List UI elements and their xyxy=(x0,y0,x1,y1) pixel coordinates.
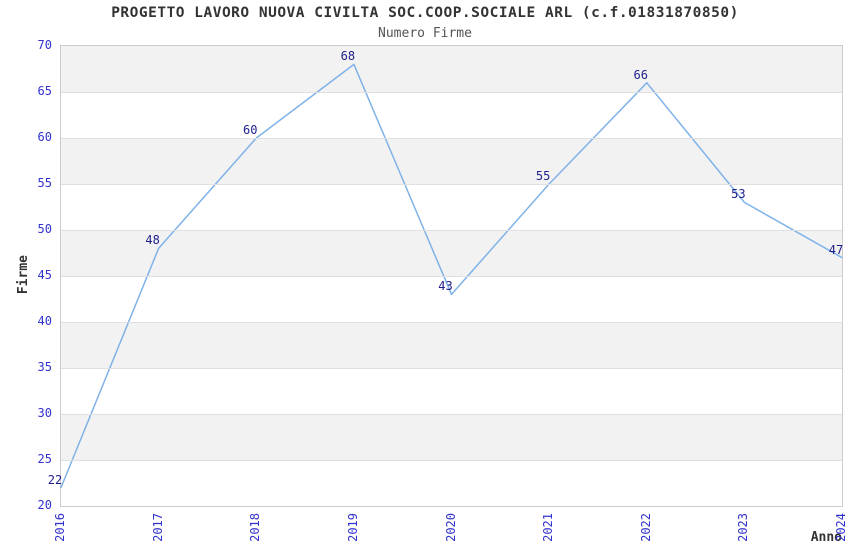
x-axis-title: Anno xyxy=(810,530,842,545)
point-label: 68 xyxy=(340,49,356,64)
y-tick-label: 70 xyxy=(37,38,52,52)
point-label: 48 xyxy=(145,233,160,248)
y-tick-label: 40 xyxy=(37,314,52,328)
x-tick-label: 2022 xyxy=(638,513,653,542)
y-tick-label: 65 xyxy=(37,84,52,98)
x-tick-label: 2021 xyxy=(541,513,556,542)
point-label: 66 xyxy=(633,67,648,82)
gridline xyxy=(61,414,842,415)
chart-subtitle: Numero Firme xyxy=(378,26,472,41)
y-tick-label: 55 xyxy=(37,176,52,190)
y-tick-label: 45 xyxy=(37,268,52,282)
point-label: 53 xyxy=(731,187,746,202)
point-label: 55 xyxy=(535,169,551,183)
y-tick-label: 35 xyxy=(37,360,52,374)
gridline xyxy=(61,276,842,277)
y-tick-label: 25 xyxy=(37,452,52,466)
x-tick-label: 2017 xyxy=(150,513,165,542)
gridline xyxy=(61,184,842,185)
chart-title: PROGETTO LAVORO NUOVA CIVILTA SOC.COOP.S… xyxy=(111,5,739,21)
gridline xyxy=(61,460,842,461)
x-tick-label: 2020 xyxy=(443,513,458,542)
series-line xyxy=(60,63,843,489)
y-tick-label: 60 xyxy=(37,130,52,144)
y-tick-label: 50 xyxy=(37,222,52,236)
gridline xyxy=(61,138,842,139)
x-tick-label: 2023 xyxy=(736,513,751,542)
point-label: 60 xyxy=(243,123,258,137)
x-tick-label: 2018 xyxy=(248,513,263,542)
x-tick-label: 2019 xyxy=(345,513,360,542)
point-label: 43 xyxy=(438,279,453,294)
x-tick-label: 2016 xyxy=(53,513,67,542)
x-tick-label: 2024 xyxy=(834,513,848,542)
gridline xyxy=(61,92,842,93)
line-series-svg xyxy=(60,63,843,489)
point-label: 47 xyxy=(828,242,844,257)
y-tick-label: 20 xyxy=(37,498,52,512)
gridline xyxy=(61,322,842,323)
point-label: 22 xyxy=(47,472,63,487)
y-tick-label: 30 xyxy=(37,406,52,420)
gridline xyxy=(61,368,842,369)
plot-area: 22 48 60 68 43 55 66 53 47 xyxy=(48,45,844,507)
gridline xyxy=(61,230,842,231)
